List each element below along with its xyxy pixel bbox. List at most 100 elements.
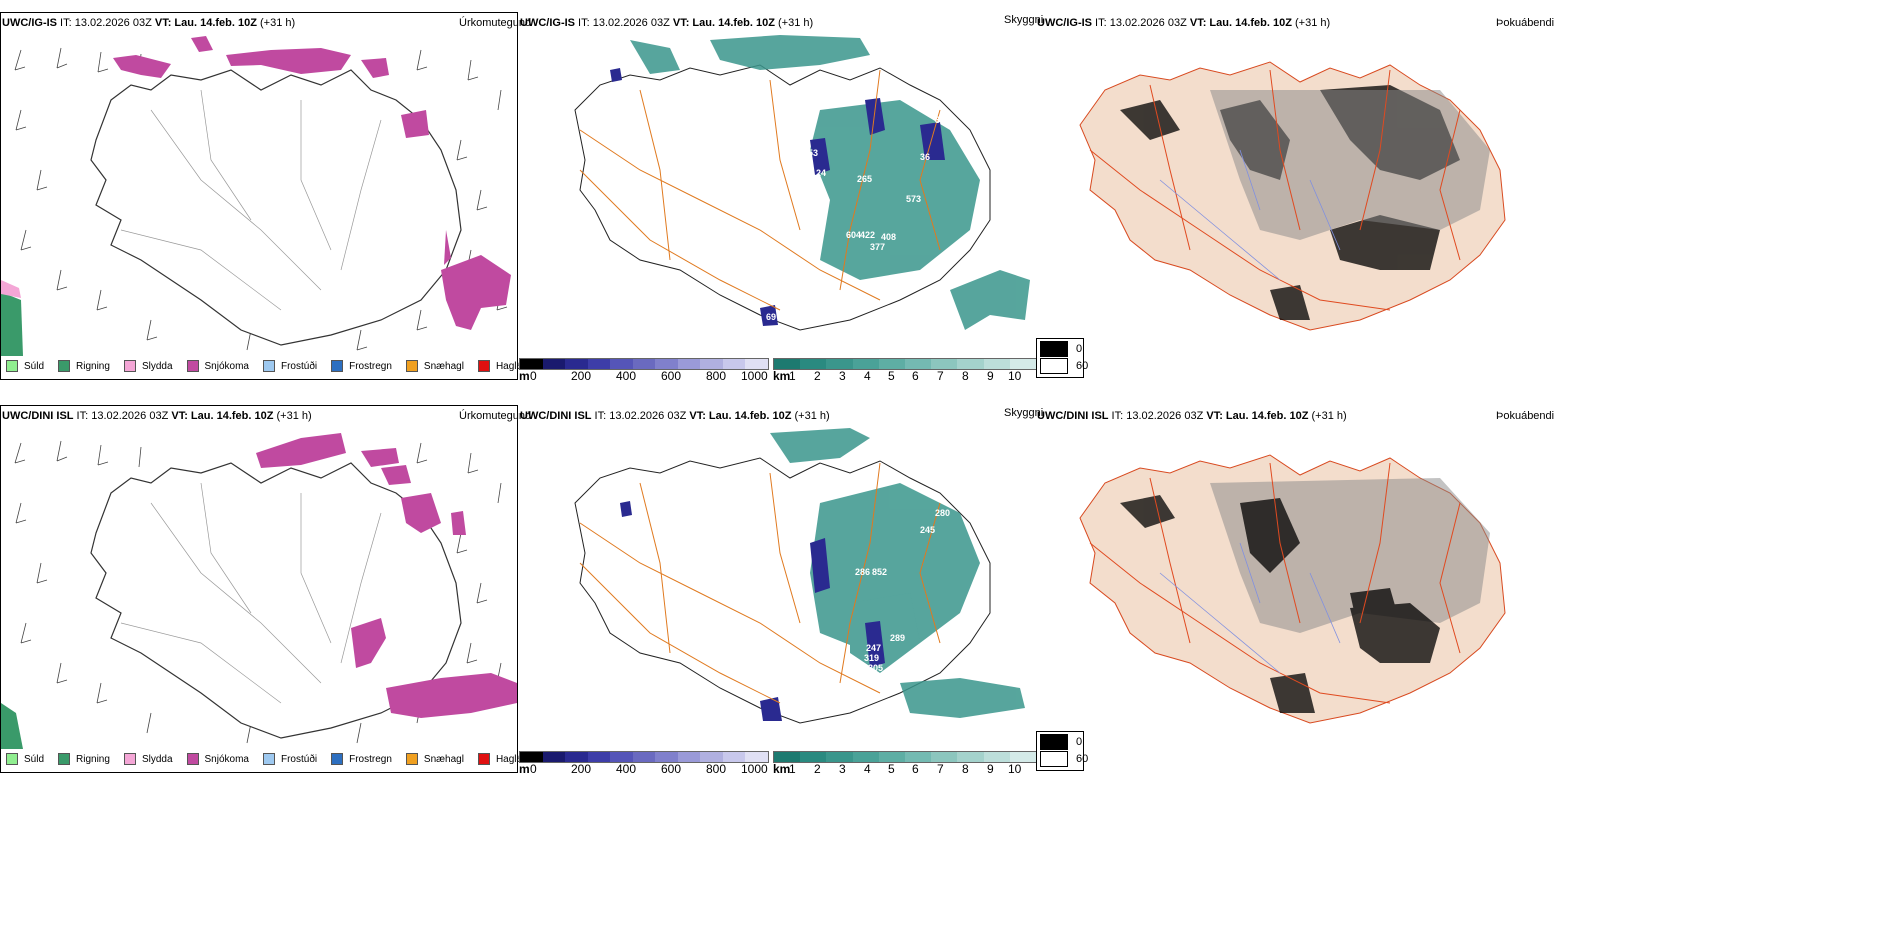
legend-label: Rigning	[76, 360, 110, 372]
valid-time: VT: Lau. 14.feb. 10Z	[1206, 410, 1309, 422]
cloud-base-areas	[620, 501, 885, 721]
legend-label: Frostúði	[280, 360, 318, 372]
lead-time: (+31 h)	[791, 410, 830, 422]
map-label: 247	[866, 643, 881, 653]
visibility-tick: 6	[912, 369, 919, 383]
visibility-tick: 2	[814, 762, 821, 776]
init-time: IT: 13.02.2026 03Z	[1108, 410, 1207, 422]
legend-item-drizzle: Súld	[6, 753, 44, 765]
map-label: 53	[808, 148, 818, 158]
cloud-base-tick: 800	[706, 369, 727, 383]
map-label: 573	[906, 194, 921, 204]
valid-time: VT: Lau. 14.feb. 10Z	[672, 17, 775, 29]
fog-dark-areas	[1120, 495, 1440, 713]
model-name: UWC/IG-IS	[1037, 17, 1092, 29]
cloud-base-tick: 0	[530, 369, 537, 383]
visibility-tick: 6	[912, 762, 919, 776]
map-label: 422	[860, 230, 875, 240]
legend-item-sleet: Slydda	[123, 360, 173, 372]
precip-legend-1: Súld Rigning Slydda Snjókoma Frostúði Fr…	[6, 360, 538, 372]
map-label: 24	[816, 168, 826, 178]
roads	[1089, 69, 1461, 311]
legend-swatch	[477, 753, 490, 765]
fog-legend-row: 60	[1040, 751, 1088, 767]
visibility-tick: 2	[814, 369, 821, 383]
model-name: UWC/IG-IS	[2, 17, 57, 29]
cloud-base-unit: m	[519, 762, 530, 776]
fog-map-1	[1079, 61, 1506, 331]
legend-item-hail: Haglél	[477, 753, 524, 765]
map-label: 280	[935, 508, 950, 518]
cloud-title-1: Skyggni	[1004, 14, 1044, 26]
legend-label: Snæhagl	[423, 360, 464, 372]
init-time: IT: 13.02.2026 03Z	[575, 17, 673, 29]
cloud-base-tick: 200	[571, 762, 592, 776]
init-time: IT: 13.02.2026 03Z	[591, 410, 690, 422]
visibility-tick: 9	[987, 762, 994, 776]
init-time: IT: 13.02.2026 03Z	[73, 410, 172, 422]
header-precip-1: UWC/IG-IS IT: 13.02.2026 03Z VT: Lau. 14…	[2, 17, 295, 29]
roads	[1089, 462, 1461, 704]
fog-swatch	[1040, 751, 1068, 767]
fog-legend-label: 0	[1076, 736, 1083, 748]
cloud-base-colorbar-1	[519, 358, 769, 370]
map-label: 604	[846, 230, 861, 240]
map-label: 283	[785, 155, 800, 165]
visibility-colorbar-2	[773, 751, 1037, 763]
visibility-unit: km	[773, 762, 791, 776]
cloud-map-2: 280 245 286 852 289 247 319 305	[574, 428, 1025, 724]
map-label: 362	[935, 115, 950, 125]
legend-label: Frostregn	[349, 360, 392, 372]
model-name: UWC/DINI ISL	[520, 410, 592, 422]
legend-swatch	[405, 753, 418, 765]
visibility-tick: 9	[987, 369, 994, 383]
header-fog-2: UWC/DINI ISL IT: 13.02.2026 03Z VT: Lau.…	[1037, 410, 1347, 422]
visibility-tick: 5	[888, 369, 895, 383]
legend-label: Frostúði	[280, 753, 318, 765]
precip-panel-frame-1	[0, 12, 518, 380]
cloud-base-tick: 1000	[741, 369, 768, 383]
map-label: 852	[872, 567, 887, 577]
model-name: UWC/IG-IS	[520, 17, 575, 29]
header-precip-2: UWC/DINI ISL IT: 13.02.2026 03Z VT: Lau.…	[2, 410, 312, 422]
model-name: UWC/DINI ISL	[2, 410, 74, 422]
cloud-base-colorbar-2	[519, 751, 769, 763]
fog-swatch	[1040, 734, 1068, 750]
init-time: IT: 13.02.2026 03Z	[1092, 17, 1190, 29]
precip-legend-2: Súld Rigning Slydda Snjókoma Frostúði Fr…	[6, 753, 538, 765]
map-label: 36	[920, 152, 930, 162]
legend-item-freezing-rain: Frostregn	[331, 360, 392, 372]
map-label: 289	[890, 633, 905, 643]
legend-item-rain: Rigning	[58, 360, 110, 372]
visibility-tick: 4	[864, 762, 871, 776]
legend-swatch	[331, 360, 344, 372]
legend-item-freezing-drizzle: Frostúði	[262, 753, 318, 765]
legend-swatch	[262, 360, 275, 372]
visibility-tick: 5	[888, 762, 895, 776]
iceland-outline	[90, 69, 462, 346]
cloud-base-tick: 600	[661, 762, 682, 776]
fog-swatch	[1040, 341, 1068, 357]
lead-time: (+31 h)	[1308, 410, 1347, 422]
legend-swatch	[186, 753, 199, 765]
legend-label: Snæhagl	[423, 753, 464, 765]
cloud-base-areas	[610, 68, 945, 326]
precip-map-1	[1, 36, 511, 356]
legend-swatch	[58, 753, 71, 765]
map-label: 245	[920, 525, 935, 535]
visibility-tick: 8	[962, 369, 969, 383]
legend-item-sleet: Slydda	[123, 753, 173, 765]
precip-map-2	[1, 433, 517, 749]
visibility-unit: km	[773, 369, 791, 383]
cloud-base-tick: 600	[661, 369, 682, 383]
cloud-base-tick: 0	[530, 762, 537, 776]
legend-item-snow: Snjókoma	[186, 753, 249, 765]
visibility-tick: 1	[789, 762, 796, 776]
legend-item-hail: Haglél	[477, 360, 525, 372]
map-label: 305	[868, 663, 883, 673]
legend-label: Slydda	[141, 753, 173, 765]
valid-time: VT: Lau. 14.feb. 10Z	[154, 17, 257, 29]
visibility-tick: 10	[1008, 762, 1022, 776]
legend-label: Haglél	[495, 360, 525, 372]
legend-item-drizzle: Súld	[6, 360, 44, 372]
